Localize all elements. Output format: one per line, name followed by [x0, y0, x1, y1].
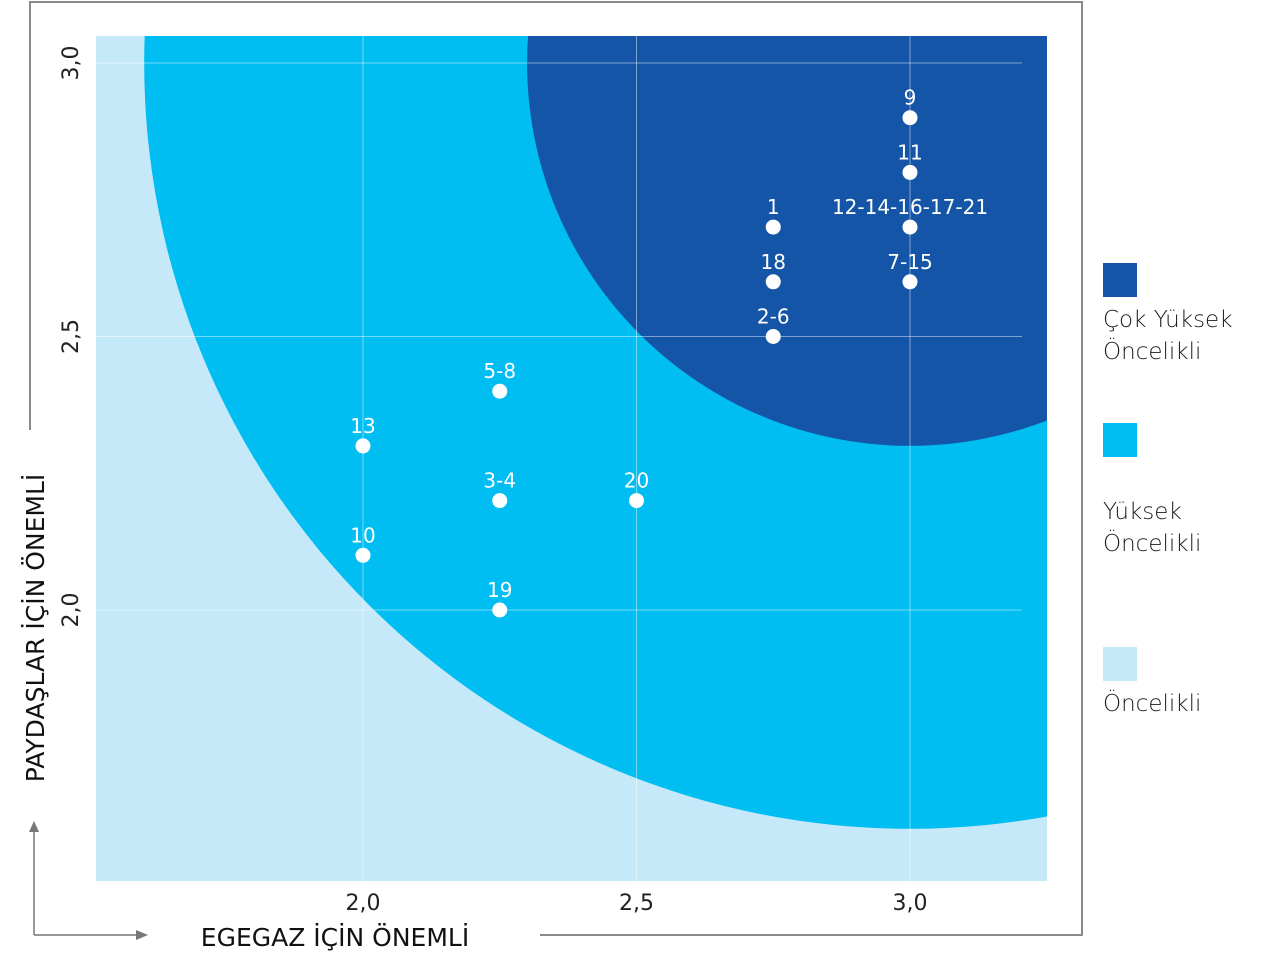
- legend-label-very-high-line-2: Öncelikli: [1103, 339, 1202, 365]
- data-point-label-7: 5-8: [483, 359, 516, 383]
- data-point-label-9: 19: [487, 578, 512, 602]
- legend-swatch-high: [1103, 423, 1137, 457]
- data-point-6: [765, 329, 781, 344]
- data-point-4: [765, 219, 781, 235]
- data-point-label-5: 18: [761, 250, 786, 274]
- data-point-label-0: 9: [904, 86, 917, 110]
- x-tick-label-2: 3,0: [893, 891, 928, 916]
- data-point-label-3: 7-15: [887, 250, 932, 274]
- data-point-7: [492, 383, 508, 399]
- data-point-12: [355, 547, 371, 563]
- zone-very-high-priority: [527, 36, 1047, 446]
- legend-label-priority-line-1: Öncelikli: [1103, 691, 1202, 717]
- legend-swatch-priority: [1103, 647, 1137, 681]
- legend-swatch-very-high: [1103, 263, 1137, 297]
- data-point-1: [902, 164, 918, 180]
- data-point-label-6: 2-6: [757, 305, 790, 329]
- data-point-label-8: 3-4: [483, 469, 516, 493]
- y-tick-label-0: 2,0: [59, 593, 84, 628]
- x-axis-arrow-head: [136, 930, 148, 940]
- y-tick-label-2: 3,0: [59, 46, 84, 81]
- legend-label-very-high: Çok Yüksek Öncelikli: [1103, 304, 1263, 368]
- legend-label-high-line-2: Öncelikli: [1103, 531, 1202, 557]
- data-point-label-10: 20: [624, 469, 649, 493]
- y-tick-label-1: 2,5: [59, 319, 84, 354]
- x-tick-label-0: 2,0: [346, 891, 381, 916]
- data-point-8: [492, 493, 508, 509]
- legend-label-high-line-1: Yüksek: [1103, 499, 1182, 525]
- data-point-label-11: 13: [350, 414, 375, 438]
- data-point-0: [902, 110, 918, 126]
- y-axis-arrow-head: [29, 821, 39, 832]
- data-point-10: [629, 493, 644, 509]
- legend-label-very-high-line-1: Çok Yüksek: [1103, 307, 1233, 333]
- x-tick-label-1: 2,5: [619, 891, 654, 916]
- legend-label-priority: Öncelikli: [1103, 688, 1263, 720]
- data-point-label-12: 10: [350, 523, 375, 547]
- data-point-9: [492, 602, 508, 618]
- data-point-label-2: 12-14-16-17-21: [832, 195, 988, 219]
- y-axis-title: PAYDAŞLAR İÇİN ÖNEMLİ: [21, 474, 50, 783]
- legend-label-high: Yüksek Öncelikli: [1103, 496, 1263, 560]
- x-axis-title: EGEGAZ İÇİN ÖNEMLİ: [201, 923, 469, 952]
- data-point-label-4: 1: [767, 195, 780, 219]
- data-point-11: [355, 438, 371, 454]
- chart-frame: [29, 1, 1083, 936]
- data-point-2: [902, 219, 918, 235]
- data-point-5: [765, 274, 781, 290]
- data-point-label-1: 11: [897, 140, 922, 164]
- data-point-3: [902, 274, 918, 290]
- plot-area: [96, 36, 1047, 881]
